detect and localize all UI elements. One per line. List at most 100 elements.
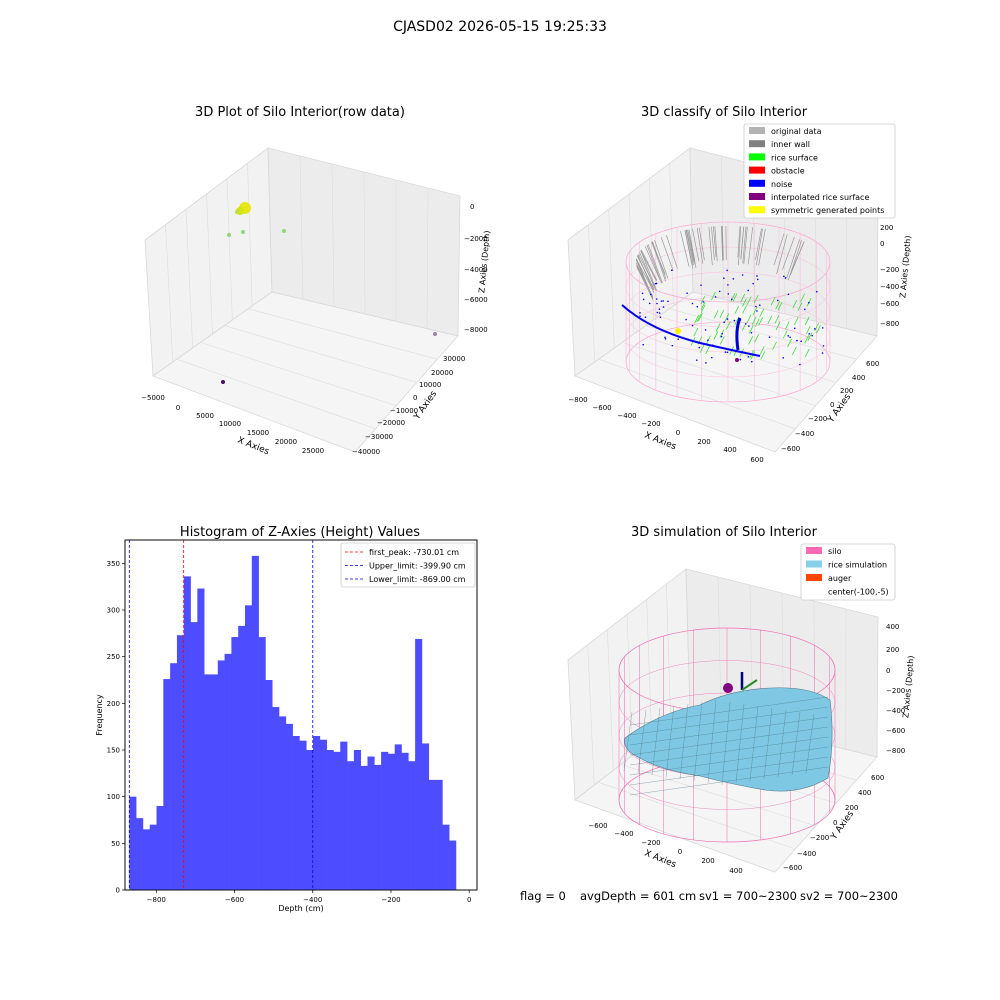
legend-swatch bbox=[749, 153, 765, 161]
hist-bar bbox=[408, 761, 416, 890]
cls-symmetric-point bbox=[675, 328, 681, 334]
noise-point bbox=[696, 305, 699, 308]
hist-bar bbox=[299, 740, 307, 890]
noise-point bbox=[686, 292, 688, 294]
noise-point bbox=[727, 284, 729, 286]
noise-point bbox=[691, 302, 694, 305]
grid-line bbox=[331, 163, 335, 307]
raw-xtick: 5000 bbox=[196, 412, 214, 420]
wall-stroke bbox=[711, 226, 715, 260]
rice-stroke bbox=[713, 331, 719, 340]
legend-label: silo bbox=[828, 547, 842, 556]
status-flag: flag = 0 bbox=[520, 889, 566, 903]
cls-ytick: 200 bbox=[840, 387, 853, 395]
hist-ytick-label: 350 bbox=[107, 560, 120, 568]
noise-point bbox=[691, 324, 694, 327]
noise-point bbox=[658, 312, 661, 314]
noise-point bbox=[726, 269, 728, 272]
noise-point bbox=[768, 336, 771, 338]
wall-stroke bbox=[712, 226, 717, 257]
grid-line bbox=[626, 614, 633, 756]
grid-line bbox=[717, 576, 722, 719]
wall-stroke bbox=[651, 241, 666, 282]
wall-stroke bbox=[755, 228, 762, 260]
sim-ytick: 400 bbox=[858, 789, 871, 797]
hist-xtick-label: 0 bbox=[467, 896, 471, 904]
cls-ytick: −400 bbox=[795, 430, 814, 438]
noise-point bbox=[639, 315, 641, 318]
noise-point bbox=[739, 358, 742, 361]
grid-line bbox=[587, 644, 595, 786]
hist-legend-label: Upper_limit: -399.90 cm bbox=[369, 562, 466, 571]
rice-stroke bbox=[752, 306, 758, 316]
noise-point bbox=[718, 290, 721, 293]
noise-point bbox=[702, 301, 705, 303]
panel-classify-3d: 3D classify of Silo Interior original da… bbox=[567, 105, 913, 464]
rice-stroke bbox=[694, 315, 699, 324]
noise-point bbox=[670, 269, 673, 272]
rice-stroke bbox=[800, 293, 805, 302]
mesh-line bbox=[629, 746, 829, 776]
hist-bar bbox=[244, 605, 253, 890]
wall-stroke bbox=[790, 241, 805, 276]
cls-xtick: −200 bbox=[641, 420, 660, 428]
rice-stroke bbox=[804, 316, 810, 326]
classify-title: 3D classify of Silo Interior bbox=[641, 105, 808, 120]
cls-xlabel: X Axies bbox=[643, 431, 678, 453]
wall-stroke bbox=[756, 228, 763, 266]
hist-bar bbox=[183, 576, 191, 890]
cls-zlabel: Z Axies (Depth) bbox=[898, 235, 912, 298]
cls-noise-band bbox=[735, 317, 742, 351]
wall-stroke bbox=[640, 250, 657, 282]
rice-stroke bbox=[746, 314, 752, 323]
mesh-line bbox=[679, 703, 689, 780]
hist-bar bbox=[156, 806, 164, 890]
hist-bar bbox=[367, 756, 375, 890]
hist-xtick-label: −200 bbox=[381, 896, 400, 904]
wall-stroke bbox=[773, 233, 785, 266]
cls-rice-surface bbox=[690, 291, 821, 360]
noise-point bbox=[727, 293, 730, 295]
noise-point bbox=[816, 290, 818, 293]
noise-point bbox=[730, 298, 733, 301]
rice-stroke bbox=[816, 325, 821, 334]
noise-point bbox=[732, 278, 735, 280]
raw-xlabel: X Axies bbox=[236, 436, 271, 458]
rice-stroke bbox=[784, 321, 790, 330]
legend-label: center(-100,-5) bbox=[828, 588, 889, 597]
rice-stroke bbox=[772, 341, 777, 350]
mesh-line bbox=[623, 711, 633, 772]
rice-stroke bbox=[770, 297, 776, 306]
noise-point bbox=[758, 304, 761, 307]
sim-ytick: −400 bbox=[797, 850, 816, 858]
rice-stroke bbox=[758, 317, 763, 326]
rice-stroke bbox=[693, 327, 699, 337]
rice-stroke bbox=[748, 336, 753, 345]
hist-bar bbox=[415, 638, 423, 890]
wall-stroke bbox=[758, 229, 766, 266]
noise-point bbox=[656, 311, 659, 314]
panel-simulation-3d: 3D simulation of Silo Interior silo rice … bbox=[567, 525, 916, 875]
rice-stroke bbox=[742, 298, 747, 307]
raw-xtick: 20000 bbox=[275, 438, 297, 446]
noise-point bbox=[677, 338, 680, 340]
rice-stroke bbox=[705, 345, 710, 355]
silo-ring bbox=[625, 246, 831, 328]
silo-ring bbox=[625, 296, 831, 378]
hist-xtick-label: −600 bbox=[225, 896, 244, 904]
hist-bar bbox=[224, 653, 232, 890]
rice-stroke bbox=[719, 309, 725, 318]
noise-point bbox=[793, 327, 796, 330]
legend-swatch bbox=[749, 179, 765, 187]
legend-swatch bbox=[749, 206, 765, 214]
sim-ytick: −600 bbox=[783, 864, 802, 872]
noise-point bbox=[685, 318, 687, 321]
noise-point bbox=[720, 335, 723, 338]
legend-swatch bbox=[806, 560, 822, 568]
grid-line bbox=[165, 224, 174, 363]
legend-label: rice simulation bbox=[828, 561, 887, 570]
wall-stroke bbox=[688, 229, 697, 269]
noise-point bbox=[821, 352, 824, 354]
hist-bar bbox=[197, 588, 205, 890]
hist-bar bbox=[340, 741, 348, 890]
